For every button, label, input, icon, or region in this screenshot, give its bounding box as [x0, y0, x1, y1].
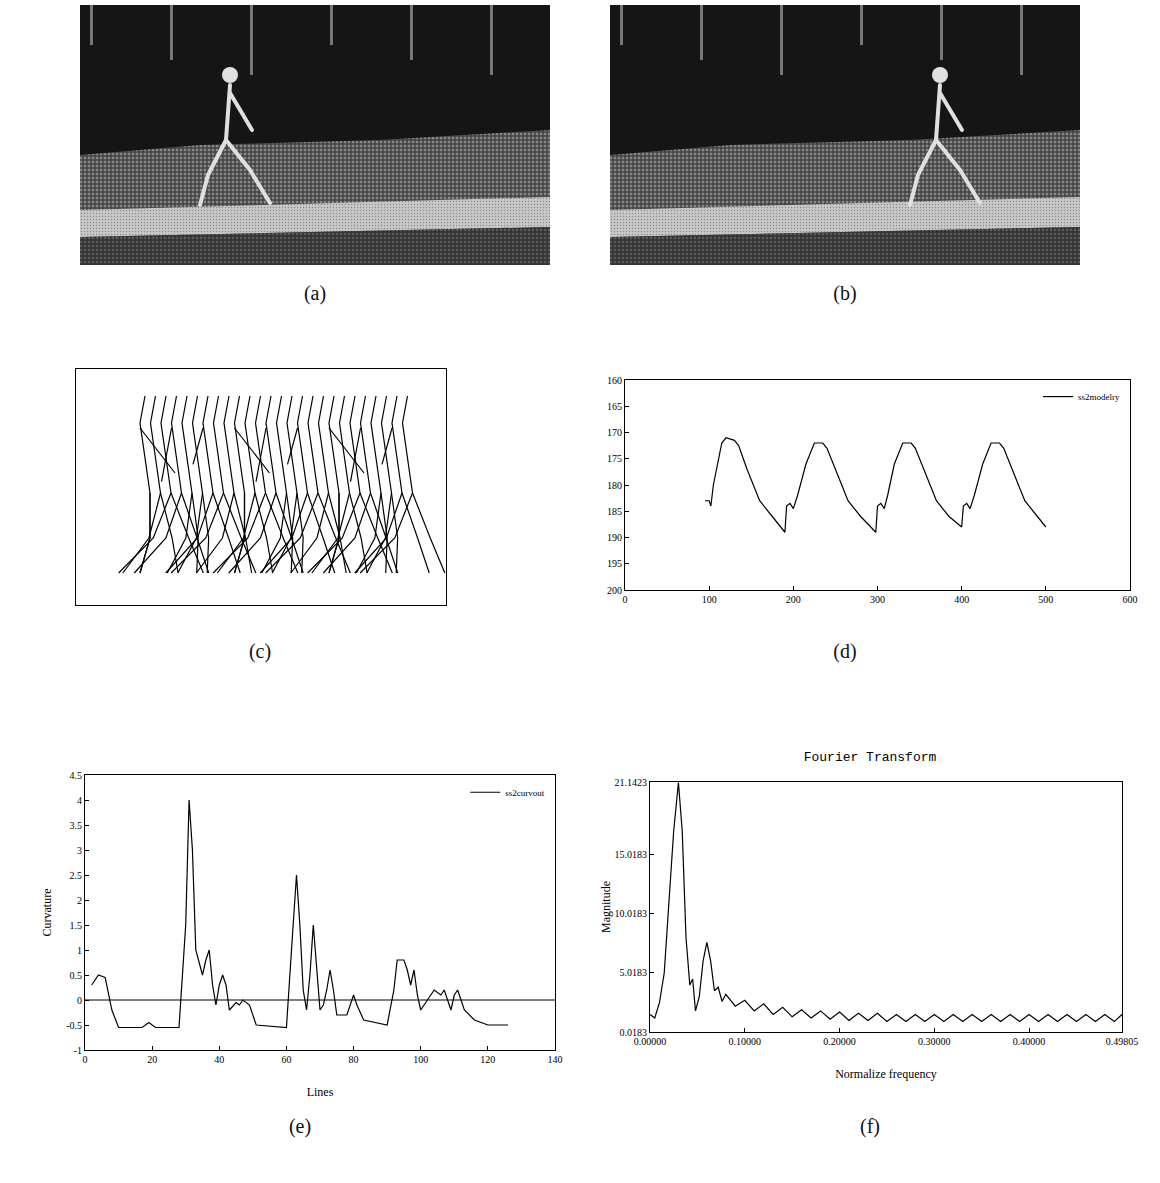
- svg-text:0: 0: [83, 1054, 88, 1065]
- html-text:(f): (f): [860, 1115, 880, 1137]
- svg-text:200: 200: [786, 594, 801, 605]
- svg-text:Normalize frequency: Normalize frequency: [835, 1067, 937, 1081]
- svg-text:40: 40: [214, 1054, 224, 1065]
- svg-text:5.0183: 5.0183: [620, 967, 648, 978]
- svg-text:20: 20: [147, 1054, 157, 1065]
- svg-text:140: 140: [548, 1054, 563, 1065]
- svg-text:Magnitude: Magnitude: [599, 881, 613, 933]
- html-text:(a): (a): [303, 282, 327, 304]
- svg-text:1.5: 1.5: [70, 920, 83, 931]
- svg-text:10.0183: 10.0183: [615, 908, 648, 919]
- svg-text:Lines: Lines: [307, 1085, 334, 1099]
- svg-text:3: 3: [77, 845, 82, 856]
- svg-text:170: 170: [607, 427, 622, 438]
- svg-text:190: 190: [607, 532, 622, 543]
- svg-text:-1: -1: [74, 1045, 82, 1056]
- svg-text:2: 2: [77, 895, 82, 906]
- svg-text:0.30000: 0.30000: [918, 1036, 951, 1047]
- svg-text:600: 600: [1123, 594, 1138, 605]
- svg-text:100: 100: [413, 1054, 428, 1065]
- svg-text:180: 180: [607, 480, 622, 491]
- svg-text:185: 185: [607, 506, 622, 517]
- svg-text:175: 175: [607, 453, 622, 464]
- svg-text:100: 100: [702, 594, 717, 605]
- svg-text:160: 160: [607, 375, 622, 386]
- svg-text:ss2modelry: ss2modelry: [1078, 392, 1120, 402]
- svg-text:0.00000: 0.00000: [634, 1036, 667, 1047]
- svg-text:300: 300: [870, 594, 885, 605]
- svg-text:0.5: 0.5: [70, 970, 83, 981]
- svg-text:0.10000: 0.10000: [729, 1036, 762, 1047]
- svg-text:0: 0: [77, 995, 82, 1006]
- svg-text:195: 195: [607, 558, 622, 569]
- svg-text:Curvature: Curvature: [40, 889, 54, 937]
- svg-text:1: 1: [77, 945, 82, 956]
- svg-text:120: 120: [480, 1054, 495, 1065]
- html-text:(c): (c): [248, 640, 272, 662]
- svg-text:0.0183: 0.0183: [620, 1027, 648, 1038]
- svg-text:-0.5: -0.5: [66, 1020, 82, 1031]
- svg-text:Fourier Transform: Fourier Transform: [804, 750, 937, 765]
- svg-text:15.0183: 15.0183: [615, 849, 648, 860]
- svg-text:0.40000: 0.40000: [1013, 1036, 1046, 1047]
- svg-text:80: 80: [349, 1054, 359, 1065]
- svg-text:4: 4: [77, 795, 82, 806]
- svg-text:21.1423: 21.1423: [615, 777, 648, 788]
- svg-text:60: 60: [281, 1054, 291, 1065]
- html-text:(e): (e): [288, 1115, 312, 1137]
- svg-text:400: 400: [954, 594, 969, 605]
- svg-text:0: 0: [623, 594, 628, 605]
- html-text:(d): (d): [833, 640, 857, 662]
- svg-text:ss2curvout: ss2curvout: [505, 788, 544, 798]
- svg-text:200: 200: [607, 585, 622, 596]
- svg-text:4.5: 4.5: [70, 770, 83, 781]
- svg-text:500: 500: [1038, 594, 1053, 605]
- svg-text:3.5: 3.5: [70, 820, 83, 831]
- svg-text:2.5: 2.5: [70, 870, 83, 881]
- svg-text:165: 165: [607, 401, 622, 412]
- html-text:(b): (b): [833, 282, 857, 304]
- svg-text:0.49805: 0.49805: [1106, 1036, 1139, 1047]
- svg-text:0.20000: 0.20000: [823, 1036, 856, 1047]
